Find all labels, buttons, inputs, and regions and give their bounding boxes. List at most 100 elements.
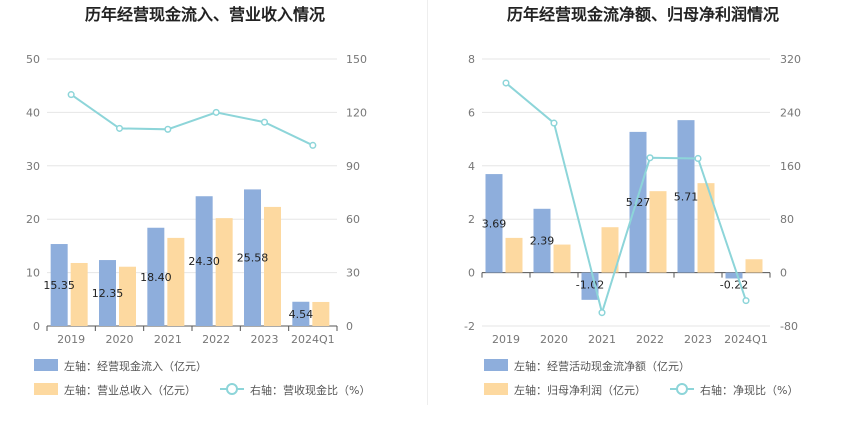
line-point: [550, 119, 558, 127]
bar-primary: [50, 244, 68, 326]
legend-label: 左轴：归母净利润（亿元）: [514, 383, 646, 397]
y-right-tick-label: 0: [346, 320, 353, 333]
y-right-tick-label: 120: [346, 106, 367, 119]
bar-primary: [629, 131, 647, 273]
x-tick-label: 2022: [636, 333, 664, 346]
x-tick-label: 2023: [684, 333, 712, 346]
x-tick-label: 2021: [588, 333, 616, 346]
bar-secondary: [70, 262, 88, 326]
y-left-tick-label: -2: [464, 320, 475, 333]
net-cashflow-profit-chart: 历年经营现金流净额、归母净利润情况 -2 0 2 4 6 8 -80 0 80 160 240 320 2…: [464, 5, 801, 397]
bar-primary: [147, 227, 165, 326]
bar-secondary: [119, 266, 136, 326]
y-right-tick-label: 80: [780, 213, 794, 226]
bar-data-label: 2.39: [530, 235, 555, 248]
line-point: [164, 125, 172, 133]
x-tick-label: 2021: [154, 333, 182, 346]
bar-data-label: 15.35: [43, 279, 75, 292]
panel-divider: [427, 0, 428, 405]
bar-secondary: [167, 237, 185, 326]
y-left-tick-label: 50: [26, 53, 40, 66]
bar-data-label: 4.54: [289, 308, 314, 321]
x-tick-label: 2020: [540, 333, 568, 346]
bar-secondary: [312, 301, 330, 326]
bar-secondary: [601, 227, 619, 273]
x-tick-label: 2023: [251, 333, 279, 346]
y-right-tick-label: 60: [346, 213, 360, 226]
legend-line-marker: [226, 383, 238, 395]
y-right-tick-label: 320: [780, 53, 801, 66]
line-point: [598, 309, 606, 317]
bar-data-label: 5.71: [674, 190, 699, 203]
bar-secondary: [215, 218, 233, 326]
y-right-tick-label: 90: [346, 160, 360, 173]
cash-inflow-revenue-chart: 历年经营现金流入、营业收入情况 0 10 20 30 40 50 0 30 60 90 120 150 2…: [26, 5, 370, 397]
line-point: [260, 118, 269, 126]
legend-label: 左轴：营业总收入（亿元）: [64, 383, 196, 397]
bar-data-label: -1.02: [576, 279, 604, 292]
x-tick-label: 2020: [106, 333, 134, 346]
bar-primary: [725, 272, 743, 279]
bar-primary: [244, 189, 261, 326]
line-point: [309, 141, 317, 149]
bar-primary: [195, 196, 213, 326]
legend-swatch: [484, 383, 508, 395]
y-left-tick-label: 40: [26, 106, 40, 119]
legend-swatch: [484, 359, 508, 371]
x-tick-label: 2024Q1: [724, 333, 768, 346]
y-right-tick-label: 0: [780, 267, 787, 280]
bar-primary: [292, 301, 310, 326]
bar-primary: [485, 174, 503, 273]
y-left-tick-label: 4: [468, 160, 475, 173]
y-left-tick-label: 2: [468, 213, 475, 226]
y-left-tick-label: 0: [468, 267, 475, 280]
y-left-tick-label: 10: [26, 267, 40, 280]
bar-secondary: [649, 191, 667, 273]
x-tick-label: 2019: [57, 333, 85, 346]
bar-data-label: 5.27: [626, 196, 651, 209]
ratio-line: [505, 82, 747, 317]
y-left-tick-label: 0: [33, 320, 40, 333]
bar-secondary: [745, 259, 763, 273]
legend-label: 右轴：营收现金比（%）: [250, 383, 370, 397]
bar-data-label: -0.22: [720, 279, 748, 292]
legend-label: 左轴：经营活动现金流净额（亿元）: [514, 359, 690, 373]
legend-swatch: [34, 383, 58, 395]
line-point: [646, 154, 654, 162]
line-point: [212, 108, 220, 116]
y-left-tick-label: 20: [26, 213, 40, 226]
y-left-tick-label: 30: [26, 160, 40, 173]
y-right-tick-label: 150: [346, 53, 367, 66]
legend-line-marker: [676, 383, 688, 395]
bar-primary: [533, 208, 551, 273]
x-tick-label: 2022: [202, 333, 230, 346]
bar-secondary: [697, 183, 715, 273]
bar-secondary: [553, 244, 571, 273]
line-point: [115, 124, 124, 132]
y-right-tick-label: 160: [780, 160, 801, 173]
x-tick-label: 2024Q1: [291, 333, 335, 346]
y-right-tick-label: 240: [780, 106, 801, 119]
line-point: [694, 154, 702, 163]
bar-data-label: 3.69: [482, 217, 507, 230]
y-left-tick-label: 8: [468, 53, 475, 66]
x-tick-label: 2019: [492, 333, 520, 346]
bar-data-label: 24.30: [188, 255, 220, 268]
y-right-tick-label: -80: [780, 320, 798, 333]
legend-label: 右轴：净现比（%）: [700, 383, 798, 397]
chart-title: 历年经营现金流净额、归母净利润情况: [507, 5, 779, 24]
y-right-tick-label: 30: [346, 267, 360, 280]
bar-secondary: [505, 237, 523, 273]
legend-label: 左轴：经营现金流入（亿元）: [64, 359, 207, 373]
bar-data-label: 12.35: [92, 287, 124, 300]
legend-swatch: [34, 359, 58, 371]
line-point: [67, 91, 75, 99]
bar-primary: [99, 260, 116, 326]
y-left-tick-label: 6: [468, 106, 475, 119]
chart-title: 历年经营现金流入、营业收入情况: [85, 5, 325, 24]
bar-data-label: 25.58: [237, 252, 269, 265]
ratio-line: [70, 93, 314, 147]
bar-data-label: 18.40: [140, 271, 172, 284]
line-point: [502, 79, 510, 87]
